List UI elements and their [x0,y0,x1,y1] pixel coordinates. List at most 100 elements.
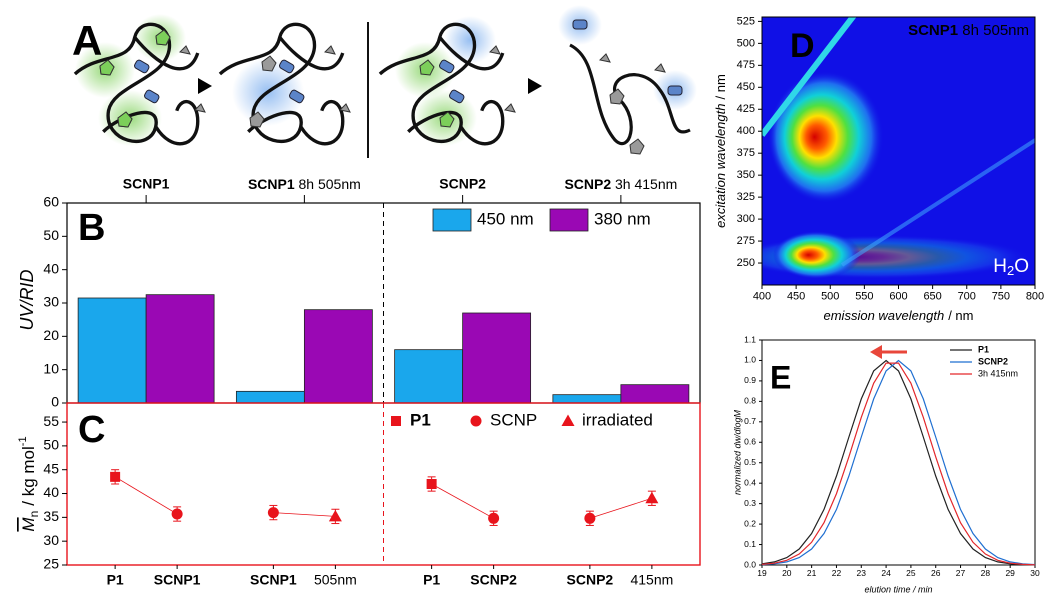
legend-label: SCNP2 [978,356,1008,366]
y-tick-label: 0.3 [744,498,756,508]
y-axis-label: normalized dw/dlogM [732,409,742,495]
text-part: M [19,517,38,532]
legend-label: 3h 415nm [978,368,1018,378]
y-tick-label: 50 [43,227,59,243]
text-bold: SCNP1 [908,22,958,39]
series-line [761,359,1036,566]
y-tick-label: 60 [43,194,59,210]
annotation: H2O [993,256,1029,278]
x-tick-label: 450 [787,291,805,303]
y-tick-label: 0.2 [744,518,756,528]
panel-label: C [78,409,105,451]
marker-square [110,471,121,482]
legend-swatch [432,208,472,232]
bar [235,390,305,404]
text-part: n [27,511,41,518]
series-line [761,362,1036,566]
x-tick-label: SCNP1 [154,572,201,588]
legend-marker [470,415,482,427]
glow [444,16,496,64]
x-tick-label: 20 [782,568,792,578]
y-tick-label: 0.6 [744,437,756,447]
chart-title: SCNP1 8h 505nm [908,22,1029,39]
y-tick-label: 0.7 [744,416,756,426]
panel-label: D [790,27,815,65]
y-tick-label: 40 [43,484,59,500]
y-tick-label: 350 [737,169,755,181]
x-tick-label: 700 [958,291,976,303]
x-tick-label: 650 [923,291,941,303]
legend-label: 380 nm [594,209,651,228]
legend-marker [561,414,575,426]
x-tick-label: 25 [906,568,916,578]
heatmap [762,17,1035,285]
text-rest: 3h 415nm [611,176,677,192]
legend-label: 450 nm [477,209,534,228]
marker-triangle [645,491,659,504]
y-tick-label: 0.0 [744,559,756,569]
x-tick-label: 27 [956,568,966,578]
marker-circle [171,508,183,520]
x-tick-label: SCNP2 [470,572,517,588]
x-tick-label: SCNP1 [250,572,297,588]
y-tick-label: 525 [737,15,755,27]
y-tick-label: 50 [43,437,59,453]
y-tick-label: 425 [737,103,755,115]
bar [394,349,464,404]
y-tick-label: 1.0 [744,355,756,365]
category-label: SCNP1 8h 505nm [248,176,361,192]
connector [589,497,652,519]
bar [620,384,690,404]
text-part: / nm [948,308,973,323]
text-part: -1 [17,436,29,446]
panel-label: E [770,359,791,395]
shift-arrow-head [870,345,882,359]
marker-square [426,479,437,489]
y-tick-label: 275 [737,235,755,247]
y-tick-label: 1.1 [744,334,756,344]
text-bold: SCNP2 [564,176,611,192]
y-tick-label: 325 [737,191,755,203]
text-part: / kg mol [19,446,38,506]
x-tick-label: 415nm [630,572,673,588]
x-tick-label: 400 [753,291,771,303]
category-label: SCNP2 3h 415nm [564,176,677,192]
emission-peak [768,71,884,203]
bar [303,309,373,404]
y-tick-label: 30 [43,294,59,310]
y-tick-label: 35 [43,508,59,524]
y-tick-label: 0.8 [744,396,756,406]
x-tick-label: 19 [757,568,767,578]
text-bold: SCNP1 [248,176,295,192]
text-part: excitation wavelength [713,103,728,227]
x-tick-label: P1 [423,572,440,588]
y-tick-label: 20 [43,327,59,343]
y-tick-label: 40 [43,260,59,276]
connector [431,483,494,519]
panel-label: B [78,207,105,249]
arrow [528,78,542,94]
y-tick-label: 375 [737,147,755,159]
y-tick-label: 450 [737,81,755,93]
y-tick-label: 0.1 [744,539,756,549]
marker-circle [267,507,279,519]
y-tick-label: 45 [43,460,59,476]
x-tick-label: 29 [1005,568,1015,578]
x-tick-label: 750 [992,291,1010,303]
text-part: H [993,256,1007,277]
bar [462,312,532,404]
marker-triangle [328,509,342,522]
bar [145,294,215,404]
panel-label: A [72,17,102,64]
text-part: 2 [1007,263,1014,278]
y-tick-label: 400 [737,125,755,137]
legend-label: irradiated [582,410,653,429]
marker-circle [584,512,596,524]
y-axis-label: UV/RID [17,269,37,330]
bar [552,394,622,404]
x-tick-label: 800 [1026,291,1044,303]
series-line [761,359,1036,566]
x-tick-label: 505nm [314,572,357,588]
